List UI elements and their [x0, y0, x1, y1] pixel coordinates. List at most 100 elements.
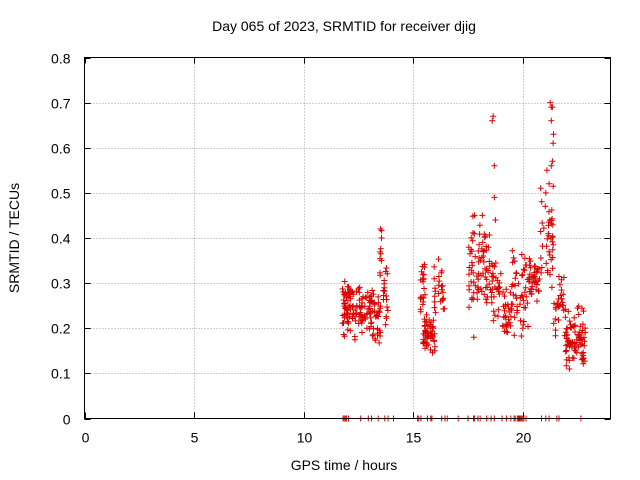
data-point	[491, 263, 498, 270]
data-point	[510, 254, 517, 261]
y-tick-label: 0.6	[51, 141, 71, 157]
data-point	[509, 247, 516, 254]
data-point	[506, 309, 513, 315]
data-point	[549, 233, 556, 240]
data-point	[344, 307, 350, 314]
data-point	[515, 280, 522, 287]
data-point	[501, 293, 508, 300]
data-point	[480, 253, 487, 259]
data-point	[510, 291, 517, 298]
data-point	[431, 263, 438, 270]
data-point	[552, 327, 559, 334]
data-point	[487, 286, 494, 293]
y-axis-label: SRMTID / TECUs	[6, 183, 22, 293]
data-point	[518, 333, 525, 339]
data-point	[380, 292, 387, 299]
data-point	[571, 314, 578, 321]
data-point	[375, 293, 382, 300]
data-point	[580, 360, 587, 367]
data-point	[495, 285, 502, 292]
data-point	[476, 222, 483, 229]
data-point	[352, 307, 359, 313]
data-point	[374, 312, 381, 318]
data-point	[377, 303, 384, 310]
data-point	[565, 308, 572, 315]
data-point	[490, 113, 497, 120]
y-tick-label: 0.8	[51, 51, 71, 67]
data-point	[468, 267, 475, 274]
data-point	[372, 335, 379, 342]
data-point	[540, 225, 547, 232]
data-point	[544, 269, 551, 276]
data-point	[563, 347, 570, 354]
data-point	[435, 256, 442, 263]
data-point	[470, 289, 477, 296]
data-point	[435, 282, 442, 289]
data-point	[430, 317, 437, 324]
data-point	[573, 349, 580, 356]
data-point	[562, 314, 569, 321]
data-point	[468, 234, 475, 241]
data-point	[576, 329, 583, 336]
data-point	[503, 286, 510, 293]
chart-title: Day 065 of 2023, SRMTID for receiver dji…	[212, 18, 476, 34]
data-point	[546, 252, 553, 258]
data-point	[548, 207, 555, 213]
data-point	[425, 333, 432, 340]
data-point	[519, 271, 526, 278]
data-point	[378, 235, 385, 241]
data-point	[382, 321, 389, 328]
data-point	[552, 316, 559, 322]
data-point	[468, 248, 475, 255]
data-point	[429, 349, 436, 356]
data-point	[495, 313, 501, 320]
data-point	[431, 304, 438, 311]
data-point	[567, 321, 574, 328]
data-point	[367, 309, 374, 316]
data-point	[536, 288, 542, 295]
data-point	[545, 222, 552, 229]
data-point	[356, 297, 363, 304]
data-point	[363, 311, 370, 318]
data-point	[522, 284, 529, 291]
data-point	[480, 258, 487, 265]
data-point	[563, 362, 570, 369]
data-point	[518, 292, 525, 299]
data-point	[477, 257, 484, 264]
data-point	[383, 296, 390, 303]
data-point	[377, 255, 383, 262]
y-tick-labels: 0 0.1 0.2 0.3 0.4 0.5 0.6 0.7 0.8	[51, 51, 71, 428]
data-point	[500, 314, 507, 320]
data-point	[503, 321, 510, 327]
data-point	[370, 331, 377, 338]
data-point	[579, 340, 586, 347]
data-point	[381, 288, 388, 295]
data-point	[475, 248, 482, 254]
data-point	[547, 99, 554, 106]
data-point	[377, 333, 384, 339]
data-point	[361, 303, 368, 310]
data-point	[550, 140, 557, 147]
data-point	[549, 158, 556, 165]
data-point	[543, 260, 550, 267]
y-tick-label: 0.4	[51, 231, 71, 247]
data-point	[366, 293, 373, 300]
data-point	[351, 333, 358, 340]
data-point	[549, 238, 556, 245]
data-point	[422, 318, 429, 325]
data-point	[577, 323, 584, 330]
data-point	[488, 260, 495, 267]
data-point	[505, 305, 512, 312]
data-point	[439, 296, 446, 303]
data-point	[562, 348, 569, 355]
y-tick-label: 0.3	[51, 276, 71, 292]
data-point	[383, 265, 390, 271]
data-point	[503, 328, 510, 335]
data-point	[485, 267, 491, 274]
data-point	[507, 313, 514, 320]
data-point	[539, 220, 546, 226]
data-point	[509, 301, 516, 308]
data-point	[350, 310, 357, 317]
data-point	[377, 248, 384, 255]
data-point	[488, 299, 495, 306]
